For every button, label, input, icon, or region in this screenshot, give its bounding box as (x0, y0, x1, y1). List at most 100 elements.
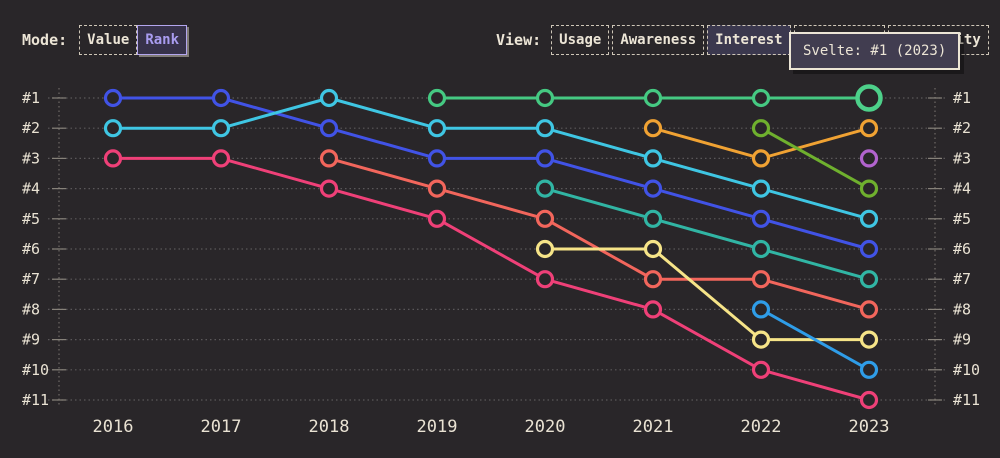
data-point-pink[interactable] (535, 270, 555, 289)
mode-option-value[interactable]: Value (79, 25, 138, 55)
data-point-svelte-green[interactable] (643, 88, 663, 108)
highlighted-data-point-svelte-green[interactable] (855, 84, 883, 112)
y-tick-label-left: #2 (22, 119, 40, 137)
data-point-orange[interactable] (859, 119, 879, 138)
data-point-cyan[interactable] (103, 119, 123, 138)
data-point-pink[interactable] (859, 390, 879, 410)
y-tick-label-left: #4 (22, 180, 40, 198)
series-lines (111, 96, 871, 402)
data-point-cyan[interactable] (211, 119, 231, 138)
view-option-interest[interactable]: Interest (707, 25, 791, 55)
data-point-teal[interactable] (751, 239, 771, 259)
view-option-usage[interactable]: Usage (551, 25, 610, 55)
data-point-orange[interactable] (643, 119, 663, 138)
y-tick-label-left: #6 (22, 240, 40, 258)
data-point-orange[interactable] (751, 149, 771, 168)
y-tick-label-left: #5 (22, 210, 40, 228)
x-tick-label: 2020 (525, 417, 566, 437)
view-label: View: (496, 31, 542, 49)
data-point-blue[interactable] (751, 209, 771, 228)
data-point-pink[interactable] (427, 209, 447, 228)
data-point-salmon[interactable] (859, 300, 879, 319)
data-point-salmon[interactable] (751, 270, 771, 289)
mode-switcher: Mode: Value Rank (22, 25, 188, 55)
x-tick-label: 2019 (417, 417, 458, 437)
y-tick-label-left: #10 (22, 361, 49, 379)
y-tick-labels: #1 #1 #2 #2 #3 #3 #4 #4 #5 #5 #6 #6 #7 #7 #8 #8 #9 #9 #10 #… (22, 89, 980, 409)
y-tick-label-left: #8 (22, 300, 40, 318)
data-point-teal[interactable] (643, 209, 663, 228)
data-point-svelte-green[interactable] (535, 88, 555, 108)
data-point-pink[interactable] (643, 300, 663, 319)
data-point-cyan[interactable] (535, 119, 555, 138)
data-point-salmon[interactable] (427, 179, 447, 198)
x-tick-label: 2018 (309, 417, 350, 437)
y-tick-label-right: #7 (953, 270, 971, 288)
series-line-pink (111, 156, 871, 402)
data-point-teal[interactable] (859, 270, 879, 289)
x-tick-label: 2016 (93, 417, 134, 437)
data-point-yellow[interactable] (643, 239, 663, 259)
data-point-yellow[interactable] (859, 330, 879, 349)
data-point-azure[interactable] (751, 300, 771, 319)
y-tick-label-right: #8 (953, 300, 971, 318)
data-point-salmon[interactable] (319, 149, 339, 168)
data-point-pink[interactable] (751, 360, 771, 379)
y-tick-label-right: #3 (953, 149, 971, 167)
data-point-svelte-green[interactable] (427, 88, 447, 108)
axis-layer (52, 88, 942, 407)
y-tick-label-right: #11 (953, 391, 980, 409)
x-tick-label: 2022 (741, 417, 782, 437)
y-tick-label-right: #1 (953, 89, 971, 107)
data-point-salmon[interactable] (643, 270, 663, 289)
data-point-cyan[interactable] (427, 119, 447, 138)
mode-label: Mode: (22, 31, 68, 49)
data-point-blue[interactable] (535, 149, 555, 168)
y-tick-label-left: #7 (22, 270, 40, 288)
data-point-teal[interactable] (535, 179, 555, 198)
series-line-cyan (111, 96, 871, 221)
y-tick-label-right: #2 (953, 119, 971, 137)
data-point-azure[interactable] (859, 360, 879, 379)
y-tick-label-right: #4 (953, 180, 971, 198)
data-point-purple[interactable] (859, 149, 879, 168)
y-tick-label-left: #11 (22, 391, 49, 409)
data-point-yellow[interactable] (751, 330, 771, 349)
data-point-blue[interactable] (643, 179, 663, 198)
mode-option-rank[interactable]: Rank (137, 25, 188, 55)
data-point-pink[interactable] (319, 179, 339, 198)
series-line-azure (759, 307, 871, 372)
data-point-cyan[interactable] (319, 88, 339, 108)
data-point-salmon[interactable] (535, 209, 555, 228)
data-point-cyan[interactable] (643, 149, 663, 168)
data-point-lime[interactable] (751, 119, 771, 138)
chart-tooltip-text: Svelte: #1 (2023) (803, 43, 947, 59)
data-point-lime[interactable] (859, 179, 879, 198)
x-tick-labels: 2016 2017 2018 2019 2020 2021 2022 2023 (93, 417, 890, 437)
x-tick-label: 2021 (633, 417, 674, 437)
series-line-lime (759, 126, 871, 191)
data-point-blue[interactable] (319, 119, 339, 138)
data-point-cyan[interactable] (859, 209, 879, 228)
chart-tooltip: Svelte: #1 (2023) (789, 32, 961, 70)
data-point-svelte-green[interactable] (751, 88, 771, 108)
data-point-blue[interactable] (859, 239, 879, 259)
series-line-blue (111, 96, 871, 251)
y-tick-label-left: #9 (22, 331, 40, 349)
series-line-salmon (327, 156, 871, 311)
y-tick-label-right: #6 (953, 240, 971, 258)
data-point-pink[interactable] (211, 149, 231, 168)
y-tick-label-right: #10 (953, 361, 980, 379)
data-point-blue[interactable] (427, 149, 447, 168)
x-tick-label: 2023 (849, 417, 890, 437)
data-point-blue[interactable] (103, 88, 123, 108)
view-option-awareness[interactable]: Awareness (612, 25, 705, 55)
y-tick-label-right: #5 (953, 210, 971, 228)
data-point-pink[interactable] (103, 149, 123, 168)
data-point-cyan[interactable] (751, 179, 771, 198)
series-markers (103, 84, 883, 410)
data-point-blue[interactable] (211, 88, 231, 108)
data-point-yellow[interactable] (535, 239, 555, 259)
y-tick-label-left: #3 (22, 149, 40, 167)
